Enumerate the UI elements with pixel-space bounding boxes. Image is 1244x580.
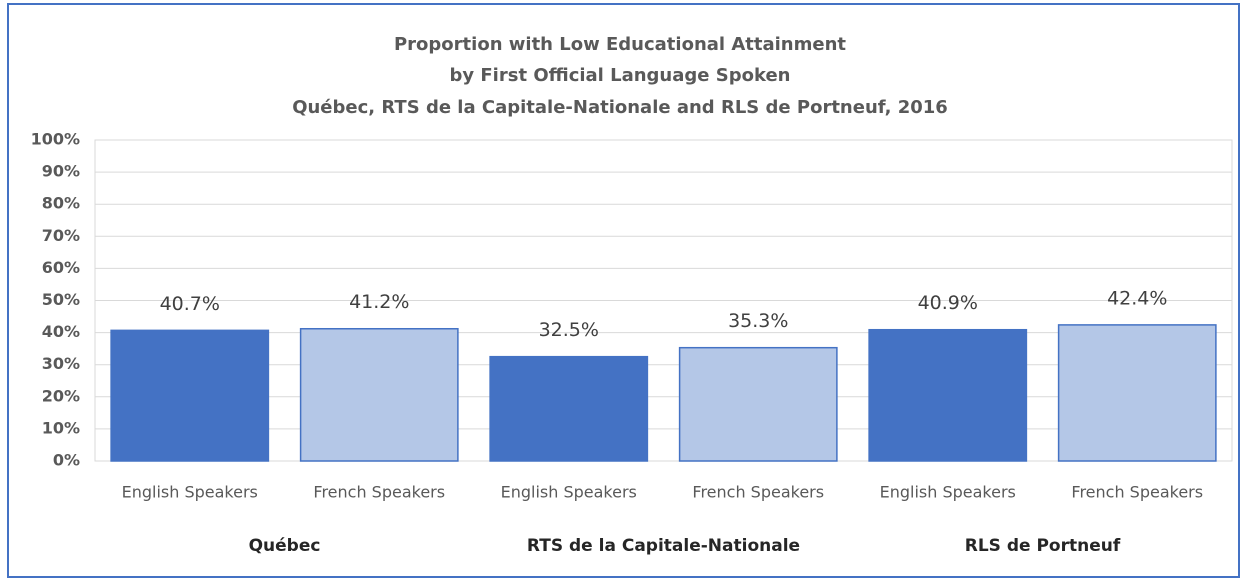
chart-frame: [7, 3, 1240, 578]
y-tick-label: 50%: [42, 290, 80, 309]
x-tick-label: English Speakers: [501, 483, 637, 502]
y-tick-label: 30%: [42, 354, 80, 373]
x-tick-label: French Speakers: [313, 483, 445, 502]
data-label: 42.4%: [1107, 287, 1167, 309]
y-tick-label: 0%: [53, 451, 80, 470]
data-label: 35.3%: [728, 310, 788, 332]
x-tick-label: French Speakers: [1071, 483, 1203, 502]
bar: [1057, 324, 1217, 462]
data-label: 40.9%: [918, 292, 978, 314]
y-tick-label: 100%: [31, 130, 80, 149]
bar: [489, 355, 649, 462]
data-label: 41.2%: [349, 291, 409, 313]
y-tick-label: 40%: [42, 322, 80, 341]
group-label: RTS de la Capitale-Nationale: [527, 536, 800, 556]
bar: [868, 328, 1028, 462]
bar: [110, 329, 270, 462]
bar: [299, 327, 459, 462]
chart-title: Québec, RTS de la Capitale-Nationale and…: [292, 97, 948, 118]
y-tick-label: 70%: [42, 226, 80, 245]
y-tick-label: 90%: [42, 162, 80, 181]
y-tick-label: 20%: [42, 386, 80, 405]
x-tick-label: French Speakers: [692, 483, 824, 502]
y-tick-label: 80%: [42, 194, 80, 213]
group-label: RLS de Portneuf: [965, 536, 1121, 556]
x-tick-label: English Speakers: [122, 483, 258, 502]
plot-border: [94, 139, 1233, 462]
data-label: 32.5%: [539, 319, 599, 341]
chart-title: Proportion with Low Educational Attainme…: [394, 34, 846, 55]
chart-title: by First Official Language Spoken: [450, 65, 791, 86]
group-label: Québec: [249, 536, 321, 556]
x-tick-label: English Speakers: [880, 483, 1016, 502]
bar: [678, 346, 838, 462]
y-tick-label: 10%: [42, 418, 80, 437]
data-label: 40.7%: [160, 293, 220, 315]
y-tick-label: 60%: [42, 258, 80, 277]
